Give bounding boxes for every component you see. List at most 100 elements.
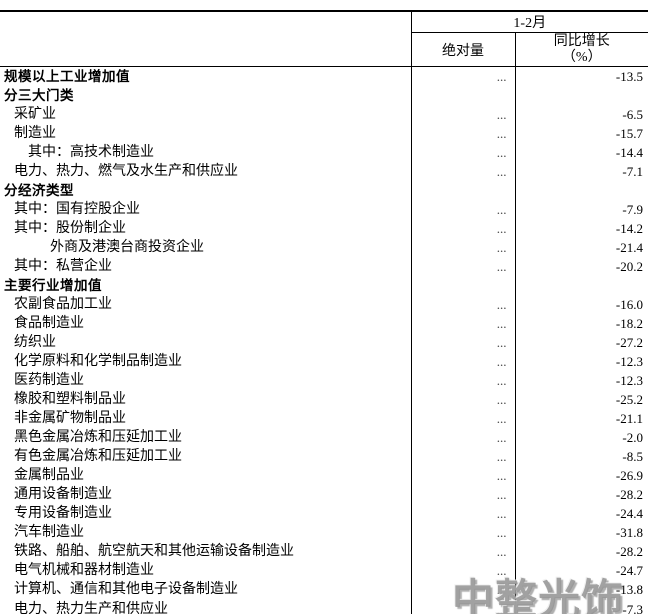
row-growth-value: -28.2 [514, 485, 648, 504]
table-row: 采矿业... -6.5 [0, 105, 648, 124]
row-absolute-value [410, 276, 515, 295]
row-label: 农副食品加工业 [14, 297, 112, 312]
row-growth-value: -7.3 [514, 599, 648, 614]
table-row: 有色金属冶炼和压延加工业... -8.5 [0, 447, 648, 466]
table-row: 电力、热力、燃气及水生产和供应业... -7.1 [0, 162, 648, 181]
row-label: 纺织业 [14, 335, 56, 350]
table-row: 橡胶和塑料制品业... -25.2 [0, 390, 648, 409]
table-row: 黑色金属冶炼和压延加工业... -2.0 [0, 428, 648, 447]
row-label: 有色金属冶炼和压延加工业 [14, 449, 182, 464]
table-row: 其中：国有控股企业... -7.9 [0, 200, 648, 219]
row-absolute-value: ... [410, 542, 515, 561]
table-row: 农副食品加工业... -16.0 [0, 295, 648, 314]
row-label: 分经济类型 [4, 183, 74, 198]
table-row: 其中：股份制企业... -14.2 [0, 219, 648, 238]
row-label: 其中：私营企业 [14, 259, 112, 274]
row-growth-value: -7.9 [514, 200, 648, 219]
row-label: 其中：高技术制造业 [28, 145, 154, 160]
row-label: 外商及港澳台商投资企业 [50, 240, 204, 255]
row-absolute-value: ... [410, 523, 515, 542]
row-label: 主要行业增加值 [4, 278, 102, 293]
row-label: 汽车制造业 [14, 525, 84, 540]
header-absolute-cell: 绝对量 [410, 32, 515, 67]
row-label: 食品制造业 [14, 316, 84, 331]
row-growth-value: -2.0 [514, 428, 648, 447]
row-growth-value [514, 86, 648, 105]
row-label: 制造业 [14, 126, 56, 141]
table-row: 食品制造业... -18.2 [0, 314, 648, 333]
row-growth-value: -24.7 [514, 561, 648, 580]
row-absolute-value: ... [410, 257, 515, 276]
row-growth-value: -25.2 [514, 390, 648, 409]
row-growth-value [514, 181, 648, 200]
table-row: 化学原料和化学制品制造业... -12.3 [0, 352, 648, 371]
row-label: 通用设备制造业 [14, 487, 112, 502]
row-growth-value: -27.2 [514, 333, 648, 352]
row-label: 计算机、通信和其他电子设备制造业 [14, 582, 238, 597]
table-header: 1-2月 绝对量 同比增长 （%） [0, 11, 648, 67]
header-growth-line1: 同比增长 [553, 33, 610, 49]
row-growth-value: -26.9 [514, 466, 648, 485]
table-row: 通用设备制造业... -28.2 [0, 485, 648, 504]
row-absolute-value: ... [410, 238, 515, 257]
row-label: 专用设备制造业 [14, 506, 112, 521]
row-absolute-value: ... [410, 466, 515, 485]
row-label: 铁路、船舶、航空航天和其他运输设备制造业 [14, 544, 294, 559]
row-absolute-value: ... [410, 580, 515, 599]
header-period-cell: 1-2月 [410, 11, 648, 33]
row-growth-value: -13.5 [514, 66, 648, 86]
row-absolute-value: ... [410, 124, 515, 143]
table-row: 汽车制造业... -31.8 [0, 523, 648, 542]
row-label: 电气机械和器材制造业 [14, 563, 154, 578]
header-growth-line2: （%） [561, 49, 602, 65]
header-growth-cell: 同比增长 （%） [514, 32, 648, 67]
row-absolute-value: ... [410, 143, 515, 162]
row-label: 规模以上工业增加值 [4, 69, 130, 84]
row-growth-value: -31.8 [514, 523, 648, 542]
row-absolute-value: ... [410, 352, 515, 371]
row-growth-value: -15.7 [514, 124, 648, 143]
row-absolute-value: ... [410, 447, 515, 466]
table-row: 铁路、船舶、航空航天和其他运输设备制造业... -28.2 [0, 542, 648, 561]
table-row: 分经济类型 [0, 181, 648, 200]
row-absolute-value: ... [410, 561, 515, 580]
row-growth-value: -8.5 [514, 447, 648, 466]
row-growth-value: -7.1 [514, 162, 648, 181]
table-body: 规模以上工业增加值... -13.5 分三大门类 采矿业... -6.5 制造业... -1… [0, 66, 648, 614]
table-row: 医药制造业... -12.3 [0, 371, 648, 390]
table-row: 制造业... -15.7 [0, 124, 648, 143]
row-growth-value: -20.2 [514, 257, 648, 276]
table-row: 电力、热力生产和供应业... -7.3 [0, 599, 648, 614]
row-absolute-value: ... [410, 371, 515, 390]
row-label: 其中：股份制企业 [14, 221, 126, 236]
row-growth-value: -14.4 [514, 143, 648, 162]
row-growth-value: -13.8 [514, 580, 648, 599]
header-row-period: 1-2月 [0, 11, 648, 67]
row-absolute-value: ... [410, 333, 515, 352]
row-growth-value: -14.2 [514, 219, 648, 238]
row-label: 橡胶和塑料制品业 [14, 392, 126, 407]
table-row: 电气机械和器材制造业... -24.7 [0, 561, 648, 580]
row-growth-value: -6.5 [514, 105, 648, 124]
row-label: 其中：国有控股企业 [14, 202, 140, 217]
row-label: 分三大门类 [4, 88, 74, 103]
row-absolute-value: ... [410, 504, 515, 523]
row-absolute-value: ... [410, 428, 515, 447]
row-growth-value: -16.0 [514, 295, 648, 314]
industrial-added-value-table: 1-2月 绝对量 同比增长 （%） 规模以上工业增加值... -13.5 分三大门类… [0, 10, 648, 614]
table-row: 主要行业增加值 [0, 276, 648, 295]
row-growth-value: -18.2 [514, 314, 648, 333]
row-label: 电力、热力生产和供应业 [14, 602, 168, 614]
row-absolute-value: ... [410, 485, 515, 504]
table-row: 计算机、通信和其他电子设备制造业... -13.8 [0, 580, 648, 599]
row-absolute-value: ... [410, 105, 515, 124]
header-corner-cell [0, 11, 411, 67]
table-row: 其中：私营企业... -20.2 [0, 257, 648, 276]
row-absolute-value: ... [410, 599, 515, 614]
table-row: 金属制品业... -26.9 [0, 466, 648, 485]
row-absolute-value: ... [410, 162, 515, 181]
row-absolute-value: ... [410, 200, 515, 219]
table-row: 规模以上工业增加值... -13.5 [0, 66, 648, 86]
row-absolute-value [410, 86, 515, 105]
